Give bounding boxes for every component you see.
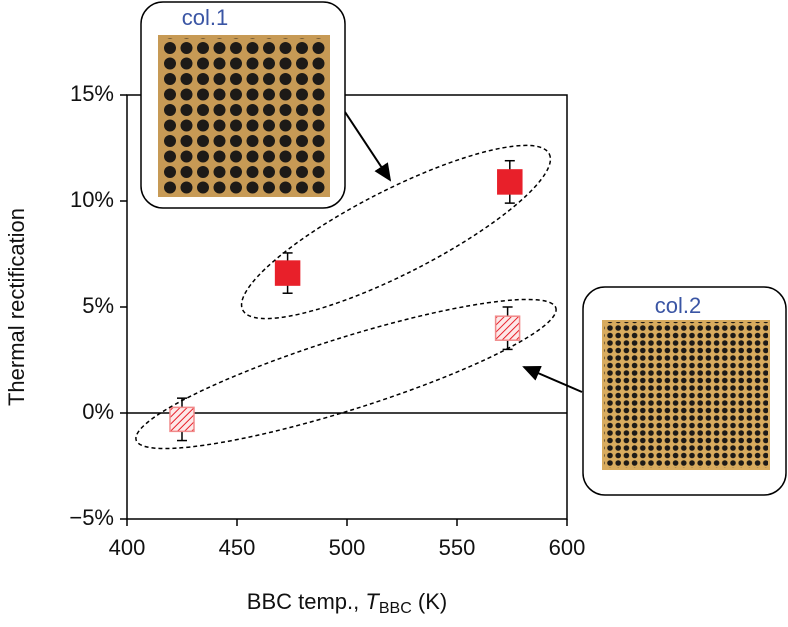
arrow [522,365,583,393]
x-label-sub: BBC [379,600,412,617]
point [274,260,301,286]
x-label-var: T [365,589,380,614]
inset-label: col.1 [182,5,228,30]
x-tick-label: 550 [439,535,476,560]
y-tick-label: 15% [70,81,114,106]
arrow [344,111,392,182]
y-axis-label: Thermal rectification [4,208,29,406]
x-tick-label: 500 [329,535,366,560]
x-tick-label: 400 [109,535,146,560]
point [169,406,195,433]
group-ellipse [240,144,552,320]
group-ellipse [135,298,557,450]
plot-area: −5% 0% 5% 10% 15% 400 450 500 550 600 [69,81,585,560]
y-tick-label: 10% [70,187,114,212]
x-label-unit: (K) [418,589,447,614]
x-tick-label: 450 [219,535,256,560]
point [497,169,523,195]
inset-photo [160,38,328,195]
point [494,315,521,341]
y-tick-label: −5% [69,505,114,530]
x-label-text: BBC temp., [247,589,359,614]
x-tick-label: 600 [549,535,586,560]
y-tick-label: 5% [82,293,114,318]
x-axis-label: BBC temp., TBBC (K) [247,589,447,620]
inset-label: col.2 [655,293,701,318]
y-tick-label: 0% [82,399,114,424]
inset-photo [604,322,768,468]
